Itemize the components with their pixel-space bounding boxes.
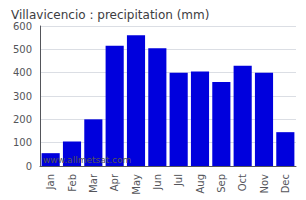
svg-text:Jun: Jun: [152, 174, 163, 191]
svg-text:Feb: Feb: [67, 174, 78, 192]
svg-text:500: 500: [13, 44, 32, 55]
svg-text:Aug: Aug: [195, 174, 206, 194]
svg-text:Apr: Apr: [109, 173, 120, 191]
svg-text:Oct: Oct: [237, 174, 248, 191]
svg-text:www.allmetsat.com: www.allmetsat.com: [43, 155, 131, 165]
svg-text:200: 200: [13, 114, 32, 125]
svg-text:Mar: Mar: [88, 173, 99, 193]
svg-text:Jul: Jul: [173, 174, 184, 187]
svg-text:600: 600: [13, 21, 32, 32]
svg-text:Nov: Nov: [259, 174, 270, 194]
svg-text:Jan: Jan: [45, 174, 56, 190]
svg-text:0: 0: [26, 161, 32, 172]
svg-text:100: 100: [13, 137, 32, 148]
svg-text:Villavicencio : precipitation: Villavicencio : precipitation (mm): [11, 8, 209, 22]
svg-text:Sep: Sep: [216, 174, 227, 193]
svg-text:Dec: Dec: [280, 174, 291, 193]
svg-text:400: 400: [13, 67, 32, 78]
svg-text:300: 300: [13, 91, 32, 102]
svg-text:May: May: [131, 174, 142, 195]
